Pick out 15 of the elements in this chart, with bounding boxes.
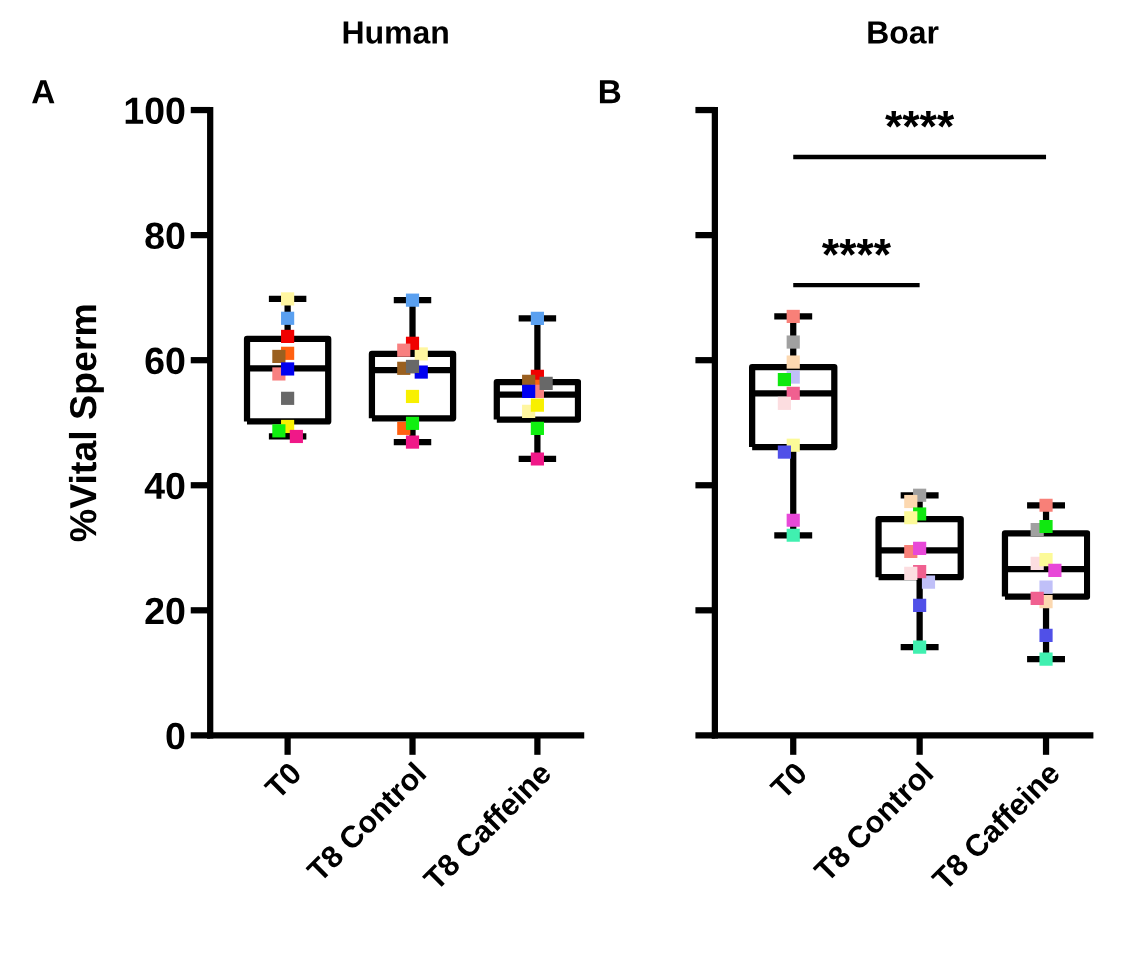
y-tick-label: 20 — [145, 597, 185, 625]
x-tick-label: T0 — [768, 761, 809, 801]
y-tick-label: 40 — [144, 472, 185, 500]
y-axis-title: %Vital Sperm — [68, 305, 104, 542]
annotation: **** — [885, 110, 955, 128]
x-tick-label: T0 — [263, 761, 303, 801]
y-tick-label: 0 — [166, 722, 185, 750]
chart-title: Human — [343, 21, 448, 44]
y-tick-label: 60 — [145, 347, 185, 375]
chart-title: Boar — [868, 21, 939, 44]
annotation: **** — [821, 239, 891, 256]
y-tick-label: 100 — [125, 97, 185, 125]
y-tick-label: 80 — [145, 222, 185, 250]
text: A — [32, 80, 55, 104]
text: B — [599, 80, 621, 104]
